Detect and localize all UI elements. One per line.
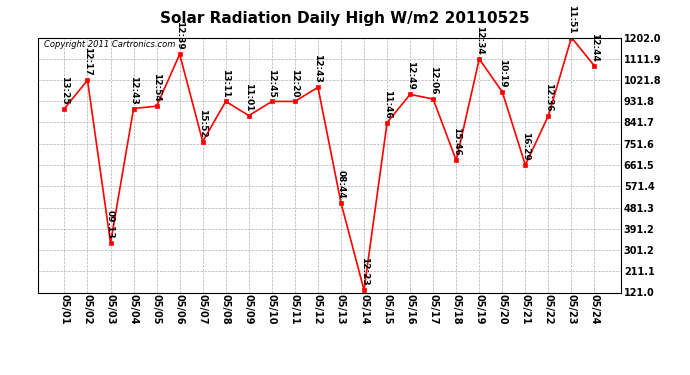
Text: 12:43: 12:43 [129,76,138,104]
Text: 15:52: 15:52 [198,109,207,137]
Text: 12:20: 12:20 [290,69,299,97]
Text: 15:46: 15:46 [452,128,461,156]
Text: 12:54: 12:54 [152,73,161,102]
Text: 12:17: 12:17 [83,47,92,76]
Text: 12:23: 12:23 [359,257,368,286]
Text: 08:44: 08:44 [337,170,346,199]
Text: 12:49: 12:49 [406,61,415,90]
Text: Solar Radiation Daily High W/m2 20110525: Solar Radiation Daily High W/m2 20110525 [160,11,530,26]
Text: 12:36: 12:36 [544,83,553,111]
Text: Copyright 2011 Cartronics.com: Copyright 2011 Cartronics.com [43,40,175,49]
Text: 11:46: 11:46 [382,90,392,118]
Text: 12:45: 12:45 [267,69,277,97]
Text: 12:06: 12:06 [428,66,437,95]
Text: 13:11: 13:11 [221,69,230,97]
Text: 16:29: 16:29 [521,132,530,161]
Text: 12:34: 12:34 [475,26,484,55]
Text: 12:43: 12:43 [313,54,322,83]
Text: 11:51: 11:51 [567,5,576,33]
Text: 09:13: 09:13 [106,210,115,239]
Text: 12:44: 12:44 [590,33,599,62]
Text: 12:39: 12:39 [175,21,184,50]
Text: 13:25: 13:25 [60,76,69,104]
Text: 10:19: 10:19 [497,59,507,88]
Text: 11:01: 11:01 [244,83,253,111]
